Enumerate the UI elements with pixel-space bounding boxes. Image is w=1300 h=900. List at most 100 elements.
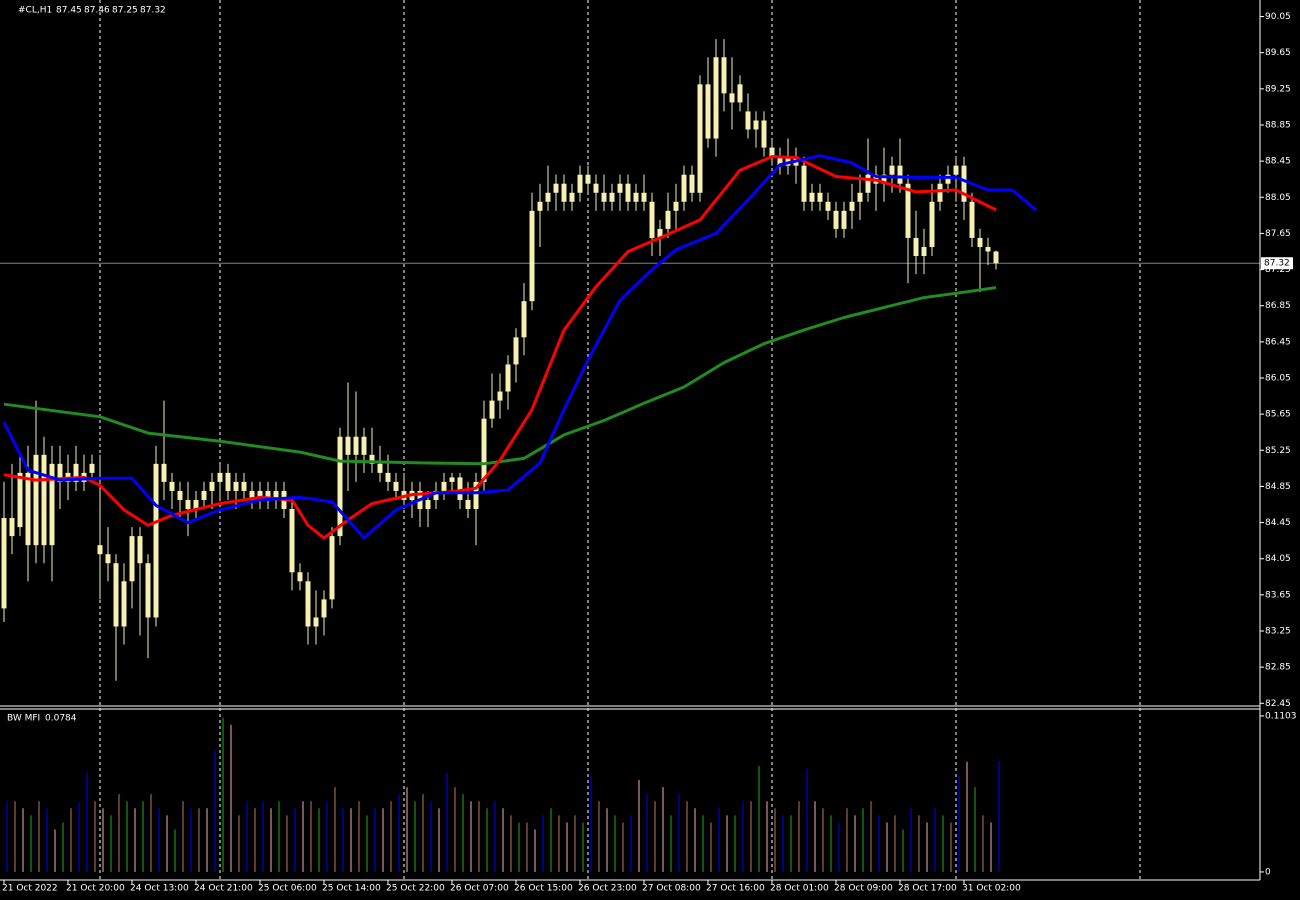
candle-body — [377, 463, 383, 473]
y-tick-label: 83.25 — [1265, 627, 1291, 637]
x-tick-label: 21 Oct 2022 — [2, 884, 58, 894]
candle-body — [897, 165, 903, 184]
candle-body — [257, 490, 263, 500]
candle-body — [17, 472, 23, 528]
candle-body — [209, 481, 215, 491]
candle-body — [265, 490, 271, 500]
moving-average — [3, 286, 997, 466]
candle-body — [25, 472, 31, 546]
x-tick-label: 25 Oct 22:00 — [386, 884, 445, 894]
candle-body — [361, 436, 367, 455]
candle-body — [57, 463, 63, 482]
candle-body — [905, 183, 911, 238]
x-tick-label: 28 Oct 01:00 — [770, 884, 829, 894]
candle-body — [497, 391, 503, 401]
candle-body — [505, 364, 511, 392]
x-tick-label: 31 Oct 02:00 — [962, 884, 1021, 894]
candle-body — [593, 183, 599, 193]
symbol: #CL,H1 — [18, 6, 52, 16]
candle-body — [465, 499, 471, 510]
candle-body — [353, 436, 359, 455]
candle-body — [945, 174, 951, 184]
candle-body — [617, 183, 623, 193]
mfi-panel — [6, 717, 1000, 872]
candle-body — [641, 192, 647, 202]
candle-body — [329, 536, 335, 600]
y-tick-label: 87.65 — [1265, 229, 1291, 239]
mfi-value: 0.0784 — [45, 714, 77, 724]
candle-body — [705, 84, 711, 139]
high-value: 87.46 — [84, 6, 110, 16]
x-tick-label: 27 Oct 16:00 — [706, 884, 765, 894]
candle-body — [921, 246, 927, 257]
x-tick-label: 25 Oct 06:00 — [258, 884, 317, 894]
candle-body — [721, 57, 727, 94]
candle-body — [105, 554, 111, 564]
candle-body — [577, 174, 583, 193]
candle-body — [777, 156, 783, 166]
candle-body — [665, 210, 671, 229]
y-tick-label: 85.65 — [1265, 410, 1291, 420]
mfi-name: BW MFI — [7, 714, 40, 724]
candle-body — [89, 463, 95, 473]
candle-body — [481, 418, 487, 482]
candle-body — [569, 192, 575, 202]
candle-body — [769, 147, 775, 157]
candle-body — [473, 481, 479, 510]
y-tick-label: 88.85 — [1265, 120, 1291, 130]
candle-body — [537, 201, 543, 211]
x-tick-label: 26 Oct 15:00 — [514, 884, 573, 894]
candle-body — [601, 192, 607, 202]
candle-body — [561, 183, 567, 202]
candle-body — [321, 599, 327, 618]
x-tick-label: 28 Oct 17:00 — [898, 884, 957, 894]
candle-body — [217, 472, 223, 482]
candle-body — [809, 192, 815, 202]
candle-body — [585, 174, 591, 184]
candle-body — [745, 111, 751, 130]
candle-body — [1, 518, 7, 609]
candle-body — [449, 477, 455, 482]
candle-body — [521, 301, 527, 338]
candle-body — [369, 454, 375, 464]
candle-body — [145, 563, 151, 618]
candle-body — [241, 481, 247, 491]
candle-body — [161, 463, 167, 482]
y-tick-label: 84.85 — [1265, 482, 1291, 492]
candle-body — [457, 477, 463, 500]
candle-body — [273, 490, 279, 500]
x-tick-label: 26 Oct 23:00 — [578, 884, 637, 894]
candle-body — [801, 165, 807, 202]
candle-body — [529, 210, 535, 302]
candle-body — [337, 436, 343, 537]
moving-average — [3, 155, 997, 540]
moving-average — [2, 154, 1037, 540]
candle-body — [233, 481, 239, 491]
x-tick-label: 25 Oct 14:00 — [322, 884, 381, 894]
y-tick-label: 86.45 — [1265, 337, 1291, 347]
candle-body — [969, 201, 975, 238]
y-tick-label: 82.45 — [1265, 699, 1291, 709]
y-tick-label: 85.25 — [1265, 446, 1291, 456]
y-tick-label: 87.25 — [1265, 265, 1291, 275]
y-tick-label: 89.25 — [1265, 84, 1291, 94]
candle-body — [97, 545, 103, 555]
candle-body — [385, 472, 391, 482]
last-price-box — [1261, 257, 1293, 270]
candle-body — [297, 572, 303, 582]
candle-body — [881, 174, 887, 184]
candle-body — [753, 120, 759, 130]
candle-body — [545, 192, 551, 202]
candle-body — [657, 228, 663, 238]
candle-body — [489, 400, 495, 419]
x-tick-label: 24 Oct 21:00 — [194, 884, 253, 894]
y-tick-label: 84.45 — [1265, 518, 1291, 528]
candle-body — [761, 120, 767, 148]
candle-body — [9, 518, 15, 537]
candle-body — [865, 174, 871, 193]
candle-body — [713, 57, 719, 139]
candle-body — [113, 563, 119, 627]
candle-body — [225, 472, 231, 491]
header: #CL,H1 87.45 87.46 87.25 87.32 — [18, 6, 166, 16]
candle-body — [73, 463, 79, 482]
